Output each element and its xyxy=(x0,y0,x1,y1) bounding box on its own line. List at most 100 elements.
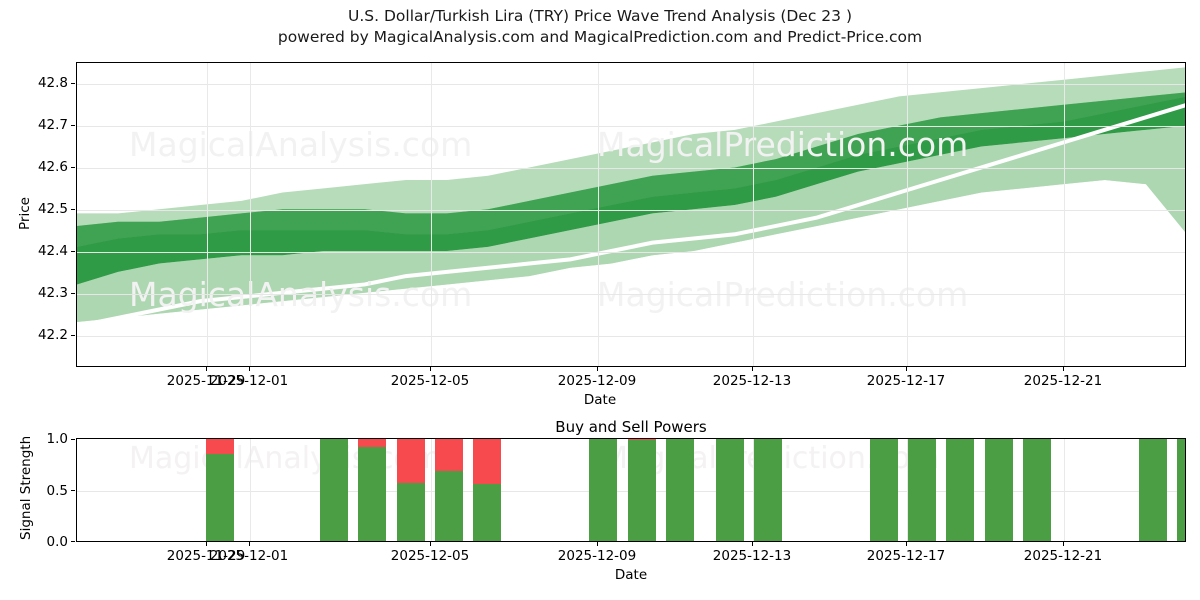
power-bar[interactable] xyxy=(435,439,463,541)
lower-envelope-band xyxy=(77,125,1185,323)
xtickmark-2025-12-05-top xyxy=(430,367,431,371)
ytick-label-42.8: 42.8 xyxy=(37,75,68,91)
powers-xtick-label-2025-12-09: 2025-12-09 xyxy=(557,548,637,564)
sell-power-segment xyxy=(358,439,386,448)
price-chart-xlabel: Date xyxy=(583,392,617,408)
powers-ytick-label-1.0: 1.0 xyxy=(46,431,68,447)
power-bar[interactable] xyxy=(946,439,974,541)
powers-chart-plot-area: MagicalAnalysis.com MagicalPrediction.co… xyxy=(76,438,1186,542)
xtick-label-2025-12-17-top: 2025-12-17 xyxy=(866,373,946,389)
xtickmark-2025-12-01-top xyxy=(249,367,250,371)
buy-power-segment xyxy=(1023,439,1051,541)
powers-xtick-label-2025-12-21: 2025-12-21 xyxy=(1023,548,1103,564)
sell-power-segment xyxy=(473,439,501,484)
gridline-x-2025-12-05 xyxy=(431,63,432,366)
upper-core-band xyxy=(77,92,1185,247)
buy-power-segment xyxy=(1177,439,1185,541)
buy-power-segment xyxy=(870,439,898,541)
watermark-magicalprediction-1: MagicalPrediction.com xyxy=(597,125,969,164)
power-bar[interactable] xyxy=(1023,439,1051,541)
powers-xtickmark-2025-12-09 xyxy=(597,542,598,546)
power-bar[interactable] xyxy=(589,439,617,541)
power-bar[interactable] xyxy=(666,439,694,541)
buy-power-segment xyxy=(946,439,974,541)
sell-power-segment xyxy=(397,439,425,483)
page-subtitle: powered by MagicalAnalysis.com and Magic… xyxy=(277,28,923,46)
powers-chart-xlabel: Date xyxy=(614,567,648,583)
buy-power-segment xyxy=(206,453,234,541)
powers-ytickmark-0.0 xyxy=(71,541,75,542)
chart-title-block: U.S. Dollar/Turkish Lira (TRY) Price Wav… xyxy=(0,6,1200,48)
ytickmark-42.4 xyxy=(71,251,75,252)
lower-core-band xyxy=(77,96,1185,285)
power-bar[interactable] xyxy=(473,439,501,541)
power-bar[interactable] xyxy=(985,439,1013,541)
buy-power-segment xyxy=(1139,439,1167,541)
power-bar[interactable] xyxy=(1177,439,1185,541)
xtickmark-2025-12-09-top xyxy=(597,367,598,371)
buy-power-segment xyxy=(716,439,744,541)
page-title: U.S. Dollar/Turkish Lira (TRY) Price Wav… xyxy=(348,7,852,25)
buy-power-segment xyxy=(435,471,463,541)
gridline-y-42.8 xyxy=(77,84,1185,85)
gridline-y-42.4 xyxy=(77,252,1185,253)
power-bar[interactable] xyxy=(870,439,898,541)
bar-gridline-x-2025-12-05 xyxy=(431,439,432,541)
ytickmark-42.3 xyxy=(71,293,75,294)
gridline-x-2025-12-01 xyxy=(250,63,251,366)
bar-gridline-x-2025-12-17 xyxy=(907,439,908,541)
gridline-x-2025-12-17 xyxy=(907,63,908,366)
buy-power-segment xyxy=(473,483,501,541)
powers-ytickmark-0.5 xyxy=(71,490,75,491)
gridline-x-2025-12-13 xyxy=(753,63,754,366)
gridline-x-2025-11-29 xyxy=(207,63,208,366)
ytickmark-42.6 xyxy=(71,167,75,168)
power-bar[interactable] xyxy=(397,439,425,541)
ytick-label-42.6: 42.6 xyxy=(37,159,68,175)
powers-xtickmark-2025-11-29 xyxy=(206,542,207,546)
sell-power-segment xyxy=(435,439,463,472)
ytick-label-42.7: 42.7 xyxy=(37,117,68,133)
gridline-y-42.6 xyxy=(77,168,1185,169)
powers-chart-title: Buy and Sell Powers xyxy=(555,418,707,436)
power-bar[interactable] xyxy=(716,439,744,541)
price-chart-ylabel: Price xyxy=(17,197,33,230)
power-bar[interactable] xyxy=(206,439,234,541)
gridline-y-42.5 xyxy=(77,210,1185,211)
xtickmark-2025-11-29-top xyxy=(206,367,207,371)
watermark-magicalanalysis-3: MagicalAnalysis.com xyxy=(129,441,442,476)
power-bar[interactable] xyxy=(320,439,348,541)
buy-power-segment xyxy=(666,439,694,541)
ytick-label-42.3: 42.3 xyxy=(37,285,68,301)
buy-power-segment xyxy=(985,439,1013,541)
power-bar[interactable] xyxy=(358,439,386,541)
powers-xtickmark-2025-12-21 xyxy=(1063,542,1064,546)
xtick-label-2025-12-05-top: 2025-12-05 xyxy=(390,373,470,389)
ytickmark-42.2 xyxy=(71,335,75,336)
bar-gridline-x-2025-12-01 xyxy=(250,439,251,541)
bar-gridline-x-2025-12-13 xyxy=(753,439,754,541)
power-bar[interactable] xyxy=(754,439,782,541)
powers-xtickmark-2025-12-17 xyxy=(906,542,907,546)
gridline-x-2025-12-21 xyxy=(1064,63,1065,366)
buy-power-segment xyxy=(908,439,936,541)
gridline-y-42.2 xyxy=(77,336,1185,337)
buy-power-segment xyxy=(358,447,386,541)
ytickmark-42.7 xyxy=(71,125,75,126)
buy-power-segment xyxy=(628,440,656,541)
ytickmark-42.8 xyxy=(71,83,75,84)
ytick-label-42.5: 42.5 xyxy=(37,201,68,217)
xtick-label-2025-12-09-top: 2025-12-09 xyxy=(557,373,637,389)
powers-xtick-label-2025-12-05: 2025-12-05 xyxy=(390,548,470,564)
gridline-y-42.7 xyxy=(77,126,1185,127)
watermark-magicalanalysis-1: MagicalAnalysis.com xyxy=(129,125,473,164)
power-bar[interactable] xyxy=(908,439,936,541)
powers-xtick-label-2025-12-17: 2025-12-17 xyxy=(866,548,946,564)
xtick-label-2025-12-21-top: 2025-12-21 xyxy=(1023,373,1103,389)
power-bar[interactable] xyxy=(628,439,656,541)
powers-xtickmark-2025-12-05 xyxy=(430,542,431,546)
sell-power-segment xyxy=(628,439,656,441)
ytickmark-42.5 xyxy=(71,209,75,210)
power-bar[interactable] xyxy=(1139,439,1167,541)
xtick-label-2025-12-01-top: 2025-12-01 xyxy=(209,373,289,389)
